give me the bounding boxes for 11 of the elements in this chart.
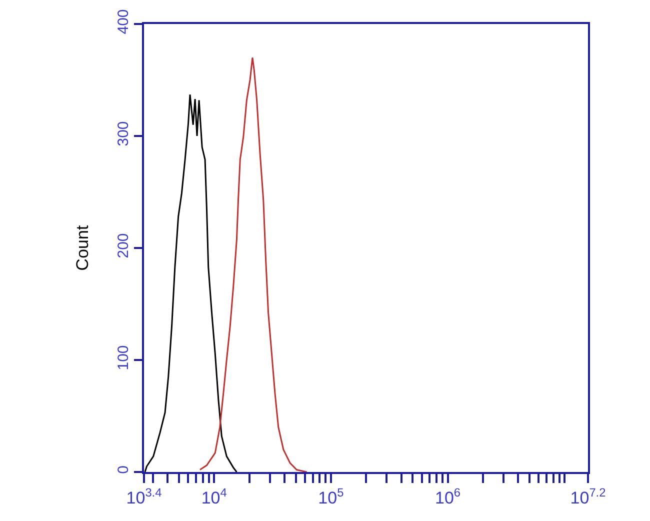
y-tick-label: 0 — [115, 466, 132, 474]
y-tick-label: 400 — [115, 9, 132, 34]
y-tick-label: 200 — [115, 233, 132, 258]
y-axis-title: Count — [73, 225, 92, 271]
x-tick-label: 10$^{7.2}$ — [570, 485, 606, 508]
x-tick-label: 10$^{6}$ — [435, 485, 461, 508]
x-tick-label: 10$^{3.4}$ — [126, 485, 162, 508]
y-tick-label: 100 — [115, 345, 132, 370]
x-tick-label: 10$^{4}$ — [201, 485, 228, 508]
x-tick-label: 10$^{5}$ — [318, 485, 344, 508]
y-tick-label: 300 — [115, 121, 132, 146]
